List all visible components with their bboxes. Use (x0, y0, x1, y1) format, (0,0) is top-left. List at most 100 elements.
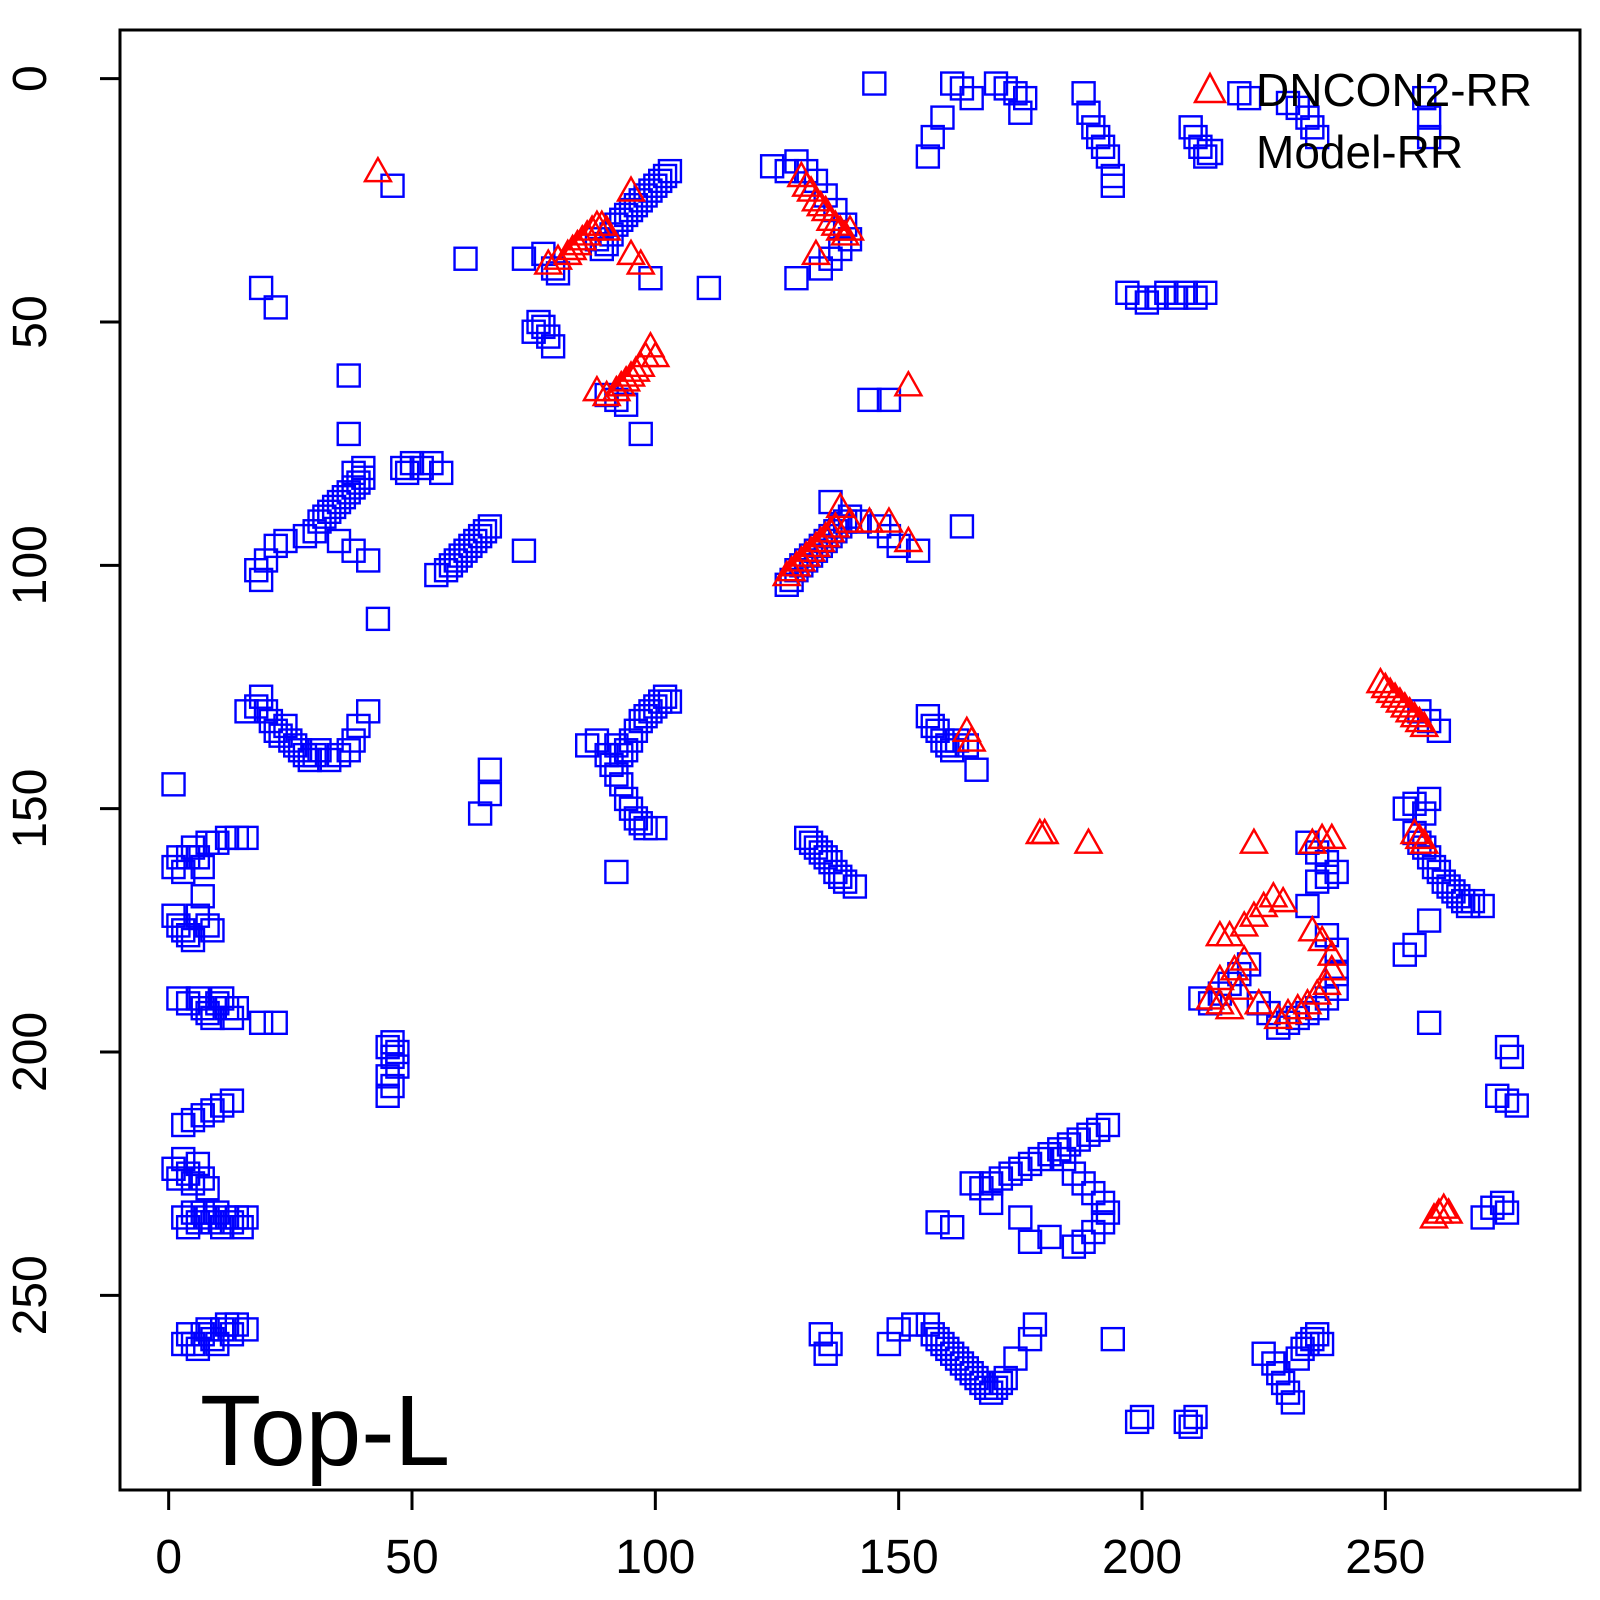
model-rr-point (209, 986, 235, 1011)
dncon2-rr-point (815, 204, 846, 232)
model-rr-point (609, 742, 634, 768)
model-rr-point (171, 1112, 196, 1138)
dncon2-rr-point (1248, 890, 1279, 918)
model-rr-point (1499, 1044, 1525, 1070)
model-rr-point (1081, 1219, 1106, 1245)
model-rr-point (998, 1161, 1023, 1186)
model-rr-point (185, 903, 211, 928)
model-rr-point (1017, 1151, 1043, 1177)
dncon2-rr-point (1433, 1197, 1464, 1224)
model-rr-point (448, 543, 473, 568)
dncon2-rr-point (1029, 817, 1060, 845)
model-rr-point (1095, 144, 1121, 169)
model-rr-point (1324, 976, 1349, 1001)
model-rr-point (623, 806, 649, 831)
y-tick-label: 250 (4, 1255, 57, 1335)
model-rr-point (477, 781, 503, 807)
model-rr-point (925, 718, 950, 743)
model-rr-point (1295, 1331, 1320, 1357)
dncon2-rr-point (1384, 686, 1415, 713)
model-rr-point (273, 528, 298, 554)
dncon2-rr-point (1394, 695, 1425, 723)
model-rr-point (185, 986, 211, 1011)
model-rr-point (1314, 864, 1340, 889)
model-rr-point (180, 927, 206, 953)
dncon2-rr-point (771, 559, 802, 587)
model-rr-point (190, 1166, 215, 1191)
model-rr-point (618, 728, 644, 753)
model-rr-point (1416, 105, 1442, 130)
dncon2-rr-point (800, 530, 831, 558)
model-rr-point (351, 455, 376, 481)
model-rr-point (1314, 923, 1340, 948)
model-rr-point (1003, 1346, 1028, 1371)
dncon2-rr-point (1268, 885, 1299, 913)
model-rr-point (190, 1103, 215, 1128)
model-rr-point (828, 864, 853, 889)
model-rr-point (1163, 285, 1189, 310)
dncon2-rr-point (615, 238, 647, 266)
model-rr-point (171, 918, 196, 943)
model-rr-point (302, 519, 327, 544)
dncon2-rr-point (791, 540, 822, 567)
dncon2-rr-point (601, 374, 632, 402)
model-rr-point (312, 504, 337, 529)
model-rr-point (190, 854, 215, 880)
model-rr-point (200, 1326, 225, 1352)
model-rr-point (1436, 874, 1461, 899)
model-rr-point (175, 1214, 201, 1240)
model-rr-point (613, 738, 639, 763)
y-tick-label: 0 (4, 65, 57, 92)
model-rr-point (1085, 124, 1111, 150)
model-rr-point (185, 1151, 211, 1177)
model-rr-point (356, 548, 381, 573)
model-rr-point (341, 475, 366, 500)
model-rr-point (273, 713, 298, 739)
model-rr-point (1485, 1083, 1510, 1109)
model-rr-point (307, 509, 332, 534)
model-rr-point (336, 421, 361, 447)
dncon2-rr-point (830, 218, 861, 246)
model-rr-point (346, 470, 371, 495)
model-rr-point (1227, 81, 1252, 106)
model-rr-point (1081, 115, 1106, 140)
model-rr-point (1426, 859, 1452, 885)
model-rr-point (1251, 1341, 1276, 1366)
model-rr-point (385, 1039, 410, 1065)
model-rr-point (171, 1205, 196, 1230)
model-rr-point (419, 450, 444, 476)
model-rr-point (171, 1146, 196, 1172)
model-rr-point (521, 319, 546, 344)
model-rr-point (1416, 908, 1442, 933)
model-rr-point (803, 835, 829, 860)
model-rr-point (930, 728, 955, 753)
plot-frame (118, 28, 1582, 1492)
model-rr-point (1431, 869, 1456, 894)
dncon2-rr-point (786, 545, 817, 572)
model-rr-point (380, 1073, 405, 1099)
model-rr-point (248, 567, 274, 593)
model-rr-point (1295, 893, 1320, 919)
model-rr-point (1154, 280, 1179, 305)
dncon2-rr-point (577, 214, 608, 241)
model-rr-point (978, 1380, 1004, 1405)
dncon2-rr-point (1389, 691, 1420, 718)
model-rr-point (618, 796, 644, 821)
model-rr-point (1285, 95, 1310, 121)
dncon2-rr-point (1316, 822, 1347, 850)
dncon2-rr-point (1399, 700, 1430, 728)
model-rr-point (1275, 90, 1301, 116)
dncon2-rr-point (825, 491, 856, 519)
model-rr-point (1416, 845, 1442, 870)
model-rr-point (638, 699, 663, 724)
model-rr-point (166, 986, 191, 1011)
model-rr-point (1061, 1161, 1087, 1186)
model-rr-point (278, 728, 303, 753)
model-rr-point (1314, 850, 1340, 875)
dncon2-rr-point (893, 525, 924, 553)
model-rr-point (219, 1210, 245, 1235)
model-rr-point (1455, 893, 1481, 919)
model-rr-point (832, 869, 858, 894)
model-rr-point (964, 1365, 989, 1391)
model-rr-point (224, 1312, 250, 1337)
